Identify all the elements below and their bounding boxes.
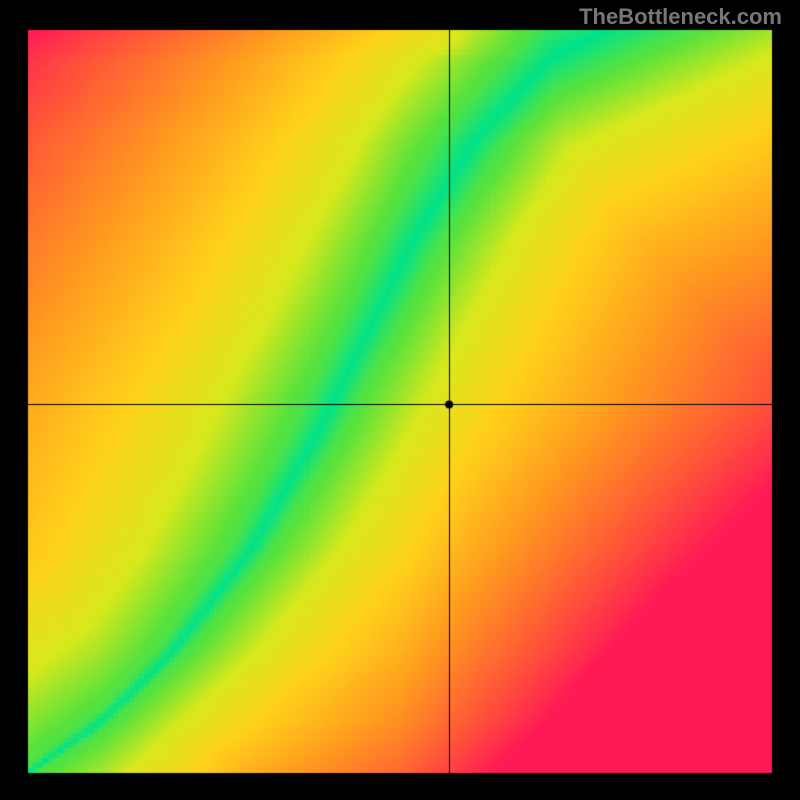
watermark-text: TheBottleneck.com bbox=[579, 4, 782, 30]
bottleneck-heatmap bbox=[0, 0, 800, 800]
